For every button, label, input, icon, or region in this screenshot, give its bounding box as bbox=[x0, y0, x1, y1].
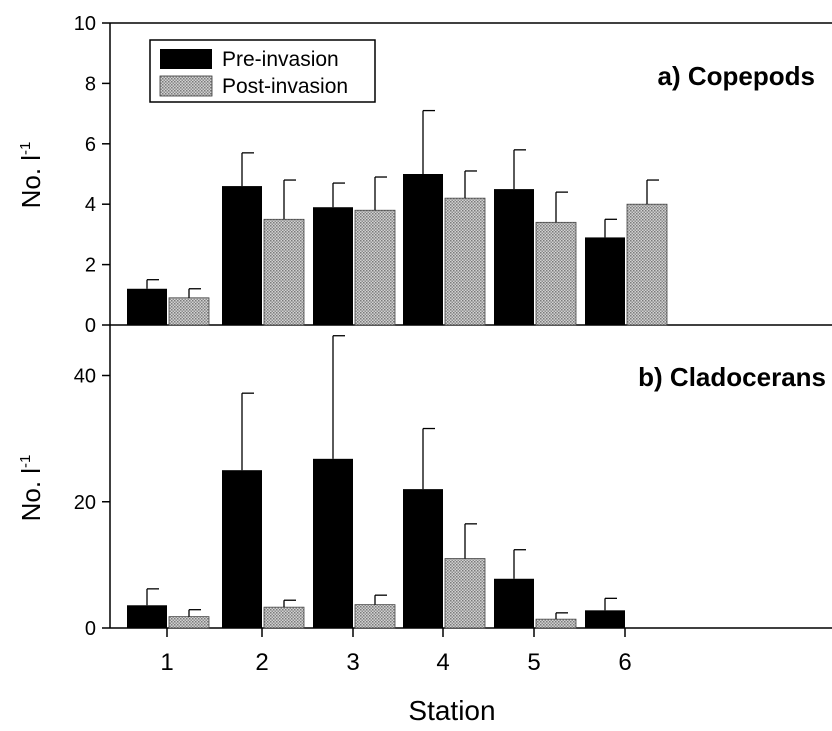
bar-post-invasion bbox=[263, 606, 305, 629]
bar-post-invasion bbox=[444, 558, 486, 629]
chart-marks: 0 2 4 6 8 10 0 20 40 1 2 3 4 5 6 bbox=[74, 13, 668, 676]
bar-pre-invasion bbox=[222, 186, 262, 325]
bar-pre-invasion bbox=[403, 174, 443, 325]
y-tick-label: 0 bbox=[85, 618, 96, 640]
bar-post-invasion bbox=[535, 618, 577, 629]
y-tick-label: 0 bbox=[85, 315, 96, 337]
y-tick-label: 10 bbox=[74, 13, 96, 35]
bar-post-invasion bbox=[168, 297, 210, 326]
y-tick-label: 6 bbox=[85, 134, 96, 156]
bar-pre-invasion bbox=[313, 458, 353, 628]
bar-post-invasion bbox=[444, 197, 486, 326]
bar-post-invasion bbox=[263, 218, 305, 326]
legend-swatch-post bbox=[159, 75, 213, 97]
x-axis-label: Station bbox=[408, 695, 495, 726]
panel-b-y-axis-label: No. l-1 bbox=[16, 455, 46, 522]
bar-pre-invasion bbox=[313, 207, 353, 325]
bar-pre-invasion bbox=[585, 237, 625, 325]
y-tick-label: 8 bbox=[85, 73, 96, 95]
legend-swatch-pre bbox=[160, 49, 212, 69]
panel-b-title: b) Cladocerans bbox=[638, 362, 826, 392]
bar-pre-invasion bbox=[127, 288, 167, 325]
panel-a-title: a) Copepods bbox=[658, 61, 815, 91]
bar-post-invasion bbox=[168, 616, 210, 629]
bar-pre-invasion bbox=[494, 578, 534, 628]
x-tick-label: 4 bbox=[436, 649, 449, 676]
bar-post-invasion bbox=[354, 604, 396, 629]
x-tick-label: 2 bbox=[255, 649, 268, 676]
x-tick-label: 1 bbox=[160, 649, 173, 676]
x-tick-label: 5 bbox=[527, 649, 540, 676]
y-tick-label: 20 bbox=[74, 492, 96, 514]
legend-label-post: Post-invasion bbox=[222, 75, 348, 98]
y-tick-label: 40 bbox=[74, 366, 96, 388]
bar-pre-invasion bbox=[222, 470, 262, 628]
y-tick-label: 4 bbox=[85, 194, 96, 216]
panel-a-y-axis-label: No. l-1 bbox=[16, 142, 46, 209]
x-tick-label: 6 bbox=[618, 649, 631, 676]
legend: Pre-invasion Post-invasion bbox=[149, 39, 376, 103]
legend-label-pre: Pre-invasion bbox=[222, 48, 339, 71]
bar-post-invasion bbox=[535, 221, 577, 326]
bar-pre-invasion bbox=[585, 610, 625, 628]
bar-post-invasion bbox=[626, 203, 668, 326]
bar-pre-invasion bbox=[403, 489, 443, 628]
y-tick-label: 2 bbox=[85, 255, 96, 277]
bar-pre-invasion bbox=[494, 189, 534, 325]
x-tick-label: 3 bbox=[346, 649, 359, 676]
bar-post-invasion bbox=[354, 209, 396, 326]
bar-pre-invasion bbox=[127, 605, 167, 628]
